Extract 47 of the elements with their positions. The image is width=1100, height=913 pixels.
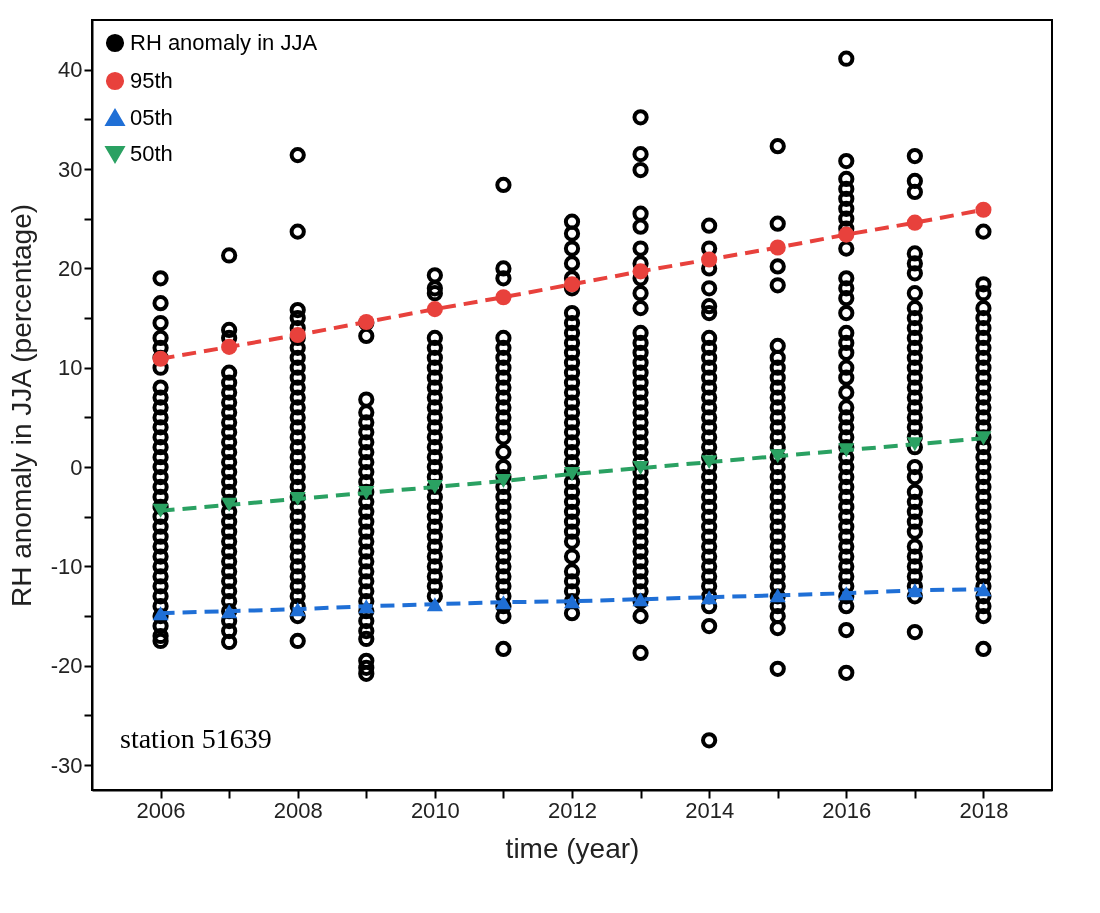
point <box>838 586 855 601</box>
point <box>426 597 443 612</box>
point <box>838 226 855 243</box>
legend-label: 95th <box>130 68 173 93</box>
point <box>495 595 512 610</box>
point <box>838 443 855 458</box>
x-tick-label: 2006 <box>136 797 186 823</box>
y-tick-label: 10 <box>58 355 83 381</box>
point <box>563 276 581 293</box>
point <box>495 474 512 488</box>
y-tick-label: -10 <box>50 553 83 579</box>
point <box>221 497 238 512</box>
point <box>426 301 443 318</box>
point <box>906 583 923 598</box>
y-tick-label: -20 <box>50 653 83 679</box>
x-tick-label: 2012 <box>548 797 597 823</box>
y-tick-label: 30 <box>58 156 83 182</box>
point <box>701 455 718 470</box>
point <box>152 606 169 621</box>
point <box>701 251 718 268</box>
x-tick-label: 2008 <box>273 797 323 823</box>
legend-label: 05th <box>130 105 173 130</box>
point <box>906 437 923 452</box>
point <box>358 599 375 614</box>
point <box>289 602 306 617</box>
x-tick-label: 2016 <box>822 797 872 823</box>
legend-label: RH anomaly in JJA <box>130 30 318 55</box>
point <box>769 239 786 256</box>
x-axis-title: time (year) <box>505 832 640 864</box>
point <box>221 338 238 355</box>
point <box>632 263 649 280</box>
x-tick-label: 2014 <box>685 797 735 823</box>
annotation: station 51639 <box>120 723 272 754</box>
legend-label: 50th <box>130 141 173 166</box>
point <box>906 214 923 231</box>
x-tick-label: 2010 <box>410 797 460 823</box>
y-tick-label: -30 <box>50 752 83 778</box>
point <box>975 582 992 597</box>
y-tick-label: 40 <box>58 57 83 83</box>
y-tick-label: 20 <box>58 255 83 281</box>
y-axis-title: RH anomaly in JJA (percentage) <box>5 203 37 608</box>
point <box>632 461 649 476</box>
point <box>152 503 169 518</box>
x-tick-label: 2018 <box>959 797 1009 823</box>
y-tick-label: 0 <box>70 454 83 480</box>
point <box>975 201 992 218</box>
point <box>495 289 512 306</box>
